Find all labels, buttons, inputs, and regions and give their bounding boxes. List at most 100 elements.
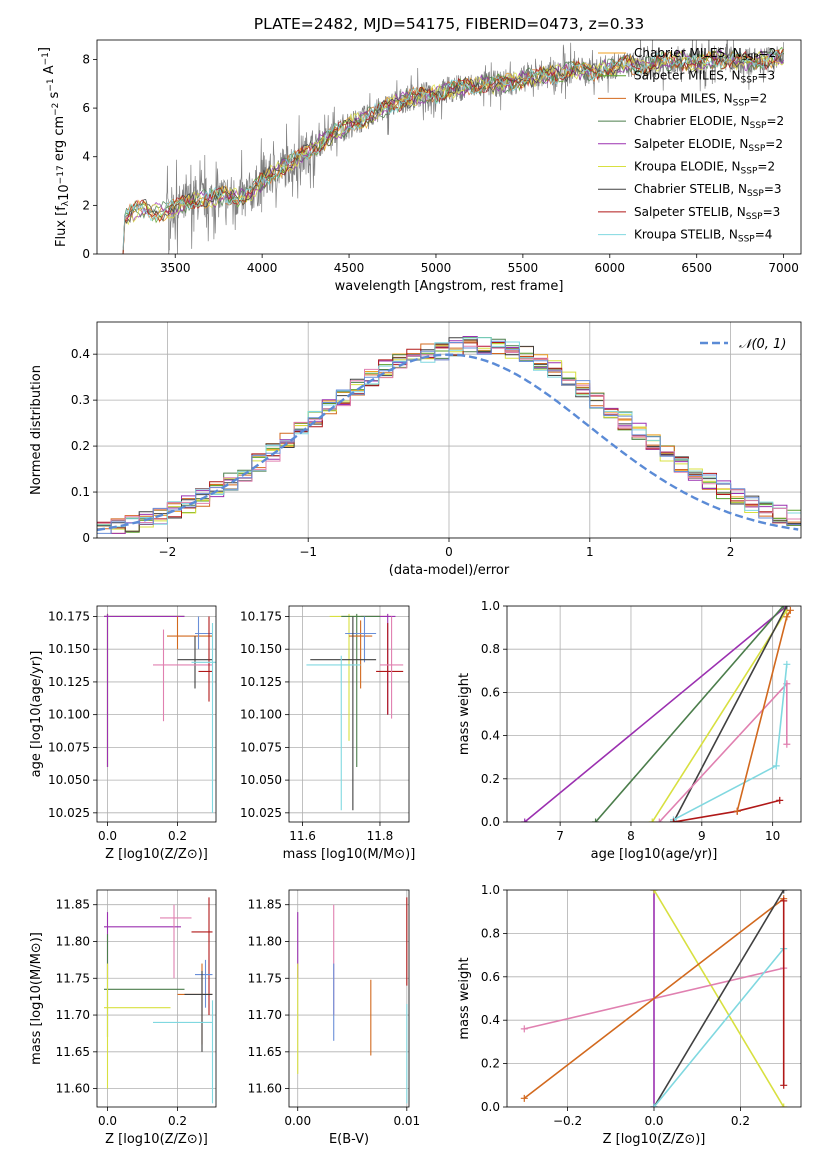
y-tick-label: 0.0 <box>481 815 500 829</box>
y-axis-label: age [log10(age/yr)] <box>29 651 44 778</box>
x-tick-label: 1 <box>586 545 594 559</box>
x-tick-label: 5500 <box>508 261 539 275</box>
x-tick-label: 10 <box>765 829 780 843</box>
weight-point <box>520 1094 528 1102</box>
x-tick-label: 11.6 <box>289 829 316 843</box>
model-line-kroupa-miles <box>122 49 784 253</box>
legend-label: Salpeter ELODIE, NSSP=2 <box>634 137 783 154</box>
x-tick-label: 0.2 <box>168 829 187 843</box>
panel-mass_weight_vs_age: 7 8 9 10 0.0 0.2 0.4 0.6 0.8 1.0 age [log10(age/yr… <box>457 599 802 862</box>
x-tick-label: 6000 <box>595 261 626 275</box>
y-tick-label: 11.60 <box>248 1082 282 1096</box>
x-tick-label: 4000 <box>247 261 278 275</box>
y-tick-label: 10.075 <box>240 740 282 754</box>
x-tick-label: 5000 <box>421 261 452 275</box>
plot-area <box>507 606 801 822</box>
y-tick-label: 0.1 <box>71 485 90 499</box>
y-tick-label: 11.80 <box>248 934 282 948</box>
model-line-chabrier-stelib <box>122 50 784 254</box>
y-tick-label: 10.125 <box>48 675 90 689</box>
y-tick-label: 11.65 <box>56 1045 90 1059</box>
plot-area <box>289 606 409 822</box>
y-tick-label: 2 <box>82 198 90 212</box>
weight-point <box>780 890 788 894</box>
legend-label: Chabrier MILES, NSSP=2 <box>634 46 776 63</box>
x-tick-label: 0.2 <box>168 1114 187 1128</box>
x-tick-label: 0.01 <box>393 1114 420 1128</box>
x-axis-label: Z [log10(Z/Z⊙)] <box>603 1132 706 1147</box>
y-tick-label: 0.2 <box>481 1057 500 1071</box>
y-tick-label: 1.0 <box>481 883 500 897</box>
weight-point <box>733 807 741 815</box>
weight-point <box>772 762 780 770</box>
y-tick-label: 11.65 <box>248 1045 282 1059</box>
x-axis-label: (data-model)/error <box>389 563 510 578</box>
y-tick-label: 10.075 <box>48 740 90 754</box>
weight-point <box>650 890 658 894</box>
y-tick-label: 11.85 <box>56 898 90 912</box>
legend-label: Kroupa MILES, NSSP=2 <box>634 91 767 108</box>
y-tick-label: 0.8 <box>481 642 500 656</box>
y-tick-label: 0.4 <box>71 347 90 361</box>
axes-frame <box>288 605 410 823</box>
x-axis-label: Z [log10(Z/Z⊙)] <box>105 847 208 862</box>
axes-frame <box>96 605 217 823</box>
weight-point <box>592 818 600 822</box>
x-tick-label: 6500 <box>681 261 712 275</box>
weight-point <box>783 740 791 748</box>
y-tick-label: 10.150 <box>240 642 282 656</box>
legend-label: Chabrier STELIB, NSSP=3 <box>634 182 782 199</box>
y-tick-label: 10.050 <box>240 773 282 787</box>
axes-frame <box>288 889 410 1108</box>
x-tick-label: 7000 <box>768 261 799 275</box>
x-tick-label: 9 <box>698 829 706 843</box>
weight-line-kroupa-elodie <box>651 609 788 822</box>
y-tick-label: 10.025 <box>48 806 90 820</box>
weight-line-kroupa-stelib <box>653 948 785 1107</box>
weight-point <box>780 1081 788 1089</box>
panel-mass_vs_EBV: 0.00 0.01 11.60 11.65 11.70 11.75 11.80 11.85 E(… <box>248 889 420 1147</box>
legend-label: 𝒩(0, 1) <box>739 337 786 352</box>
y-tick-label: 11.75 <box>248 971 282 985</box>
normal-curve-line <box>97 353 799 532</box>
panel-residual_hist: −2 −1 0 1 2 0 0.1 0.2 0.3 0.4 (data-model)/error No… <box>29 321 802 578</box>
axes-frame <box>506 605 802 823</box>
y-tick-label: 0.6 <box>481 685 500 699</box>
y-tick-label: 11.80 <box>56 934 90 948</box>
y-tick-label: 11.85 <box>248 898 282 912</box>
weight-point <box>783 660 791 668</box>
y-tick-label: 10.175 <box>48 609 90 623</box>
x-tick-label: 8 <box>627 829 635 843</box>
panel-spectrum: 3500 4000 4500 5000 5500 6000 6500 7000 0 2 4 6 8 wav… <box>37 39 802 294</box>
weight-line-chabrier-elodie <box>594 606 784 822</box>
y-tick-label: 10.175 <box>240 609 282 623</box>
x-axis-label: Z [log10(Z/Z⊙)] <box>105 1132 208 1147</box>
x-tick-label: 0.0 <box>644 1114 663 1128</box>
axes-frame <box>506 889 802 1108</box>
y-tick-label: 0.3 <box>71 393 90 407</box>
weight-point <box>776 796 784 804</box>
x-axis-label: age [log10(age/yr)] <box>591 847 718 862</box>
x-axis-label: wavelength [Angstrom, rest frame] <box>335 279 564 294</box>
y-tick-label: 0 <box>82 247 90 261</box>
weight-line-chabrier-stelib <box>653 890 785 1107</box>
weight-point <box>650 1103 658 1107</box>
y-tick-label: 10.125 <box>240 675 282 689</box>
x-tick-label: 2 <box>727 545 735 559</box>
y-axis-label: Normed distribution <box>29 365 44 495</box>
y-axis-label: mass weight <box>457 957 472 1039</box>
figure-title: PLATE=2482, MJD=54175, FIBERID=0473, z=0… <box>254 15 644 33</box>
x-axis-label: mass [log10(M/M⊙)] <box>283 847 416 862</box>
weight-point <box>655 818 663 822</box>
x-tick-label: 0 <box>445 545 453 559</box>
x-tick-label: 11.8 <box>367 829 394 843</box>
legend-label: Kroupa ELODIE, NSSP=2 <box>634 160 775 177</box>
y-tick-label: 6 <box>82 101 90 115</box>
axes-frame <box>96 321 802 539</box>
y-tick-label: 11.60 <box>56 1082 90 1096</box>
x-tick-label: −0.2 <box>553 1114 582 1128</box>
panel-age_vs_Z: 0.0 0.2 10.025 10.050 10.075 10.100 10.125 10.1… <box>29 605 217 862</box>
weight-point <box>521 818 529 822</box>
y-tick-label: 10.050 <box>48 773 90 787</box>
